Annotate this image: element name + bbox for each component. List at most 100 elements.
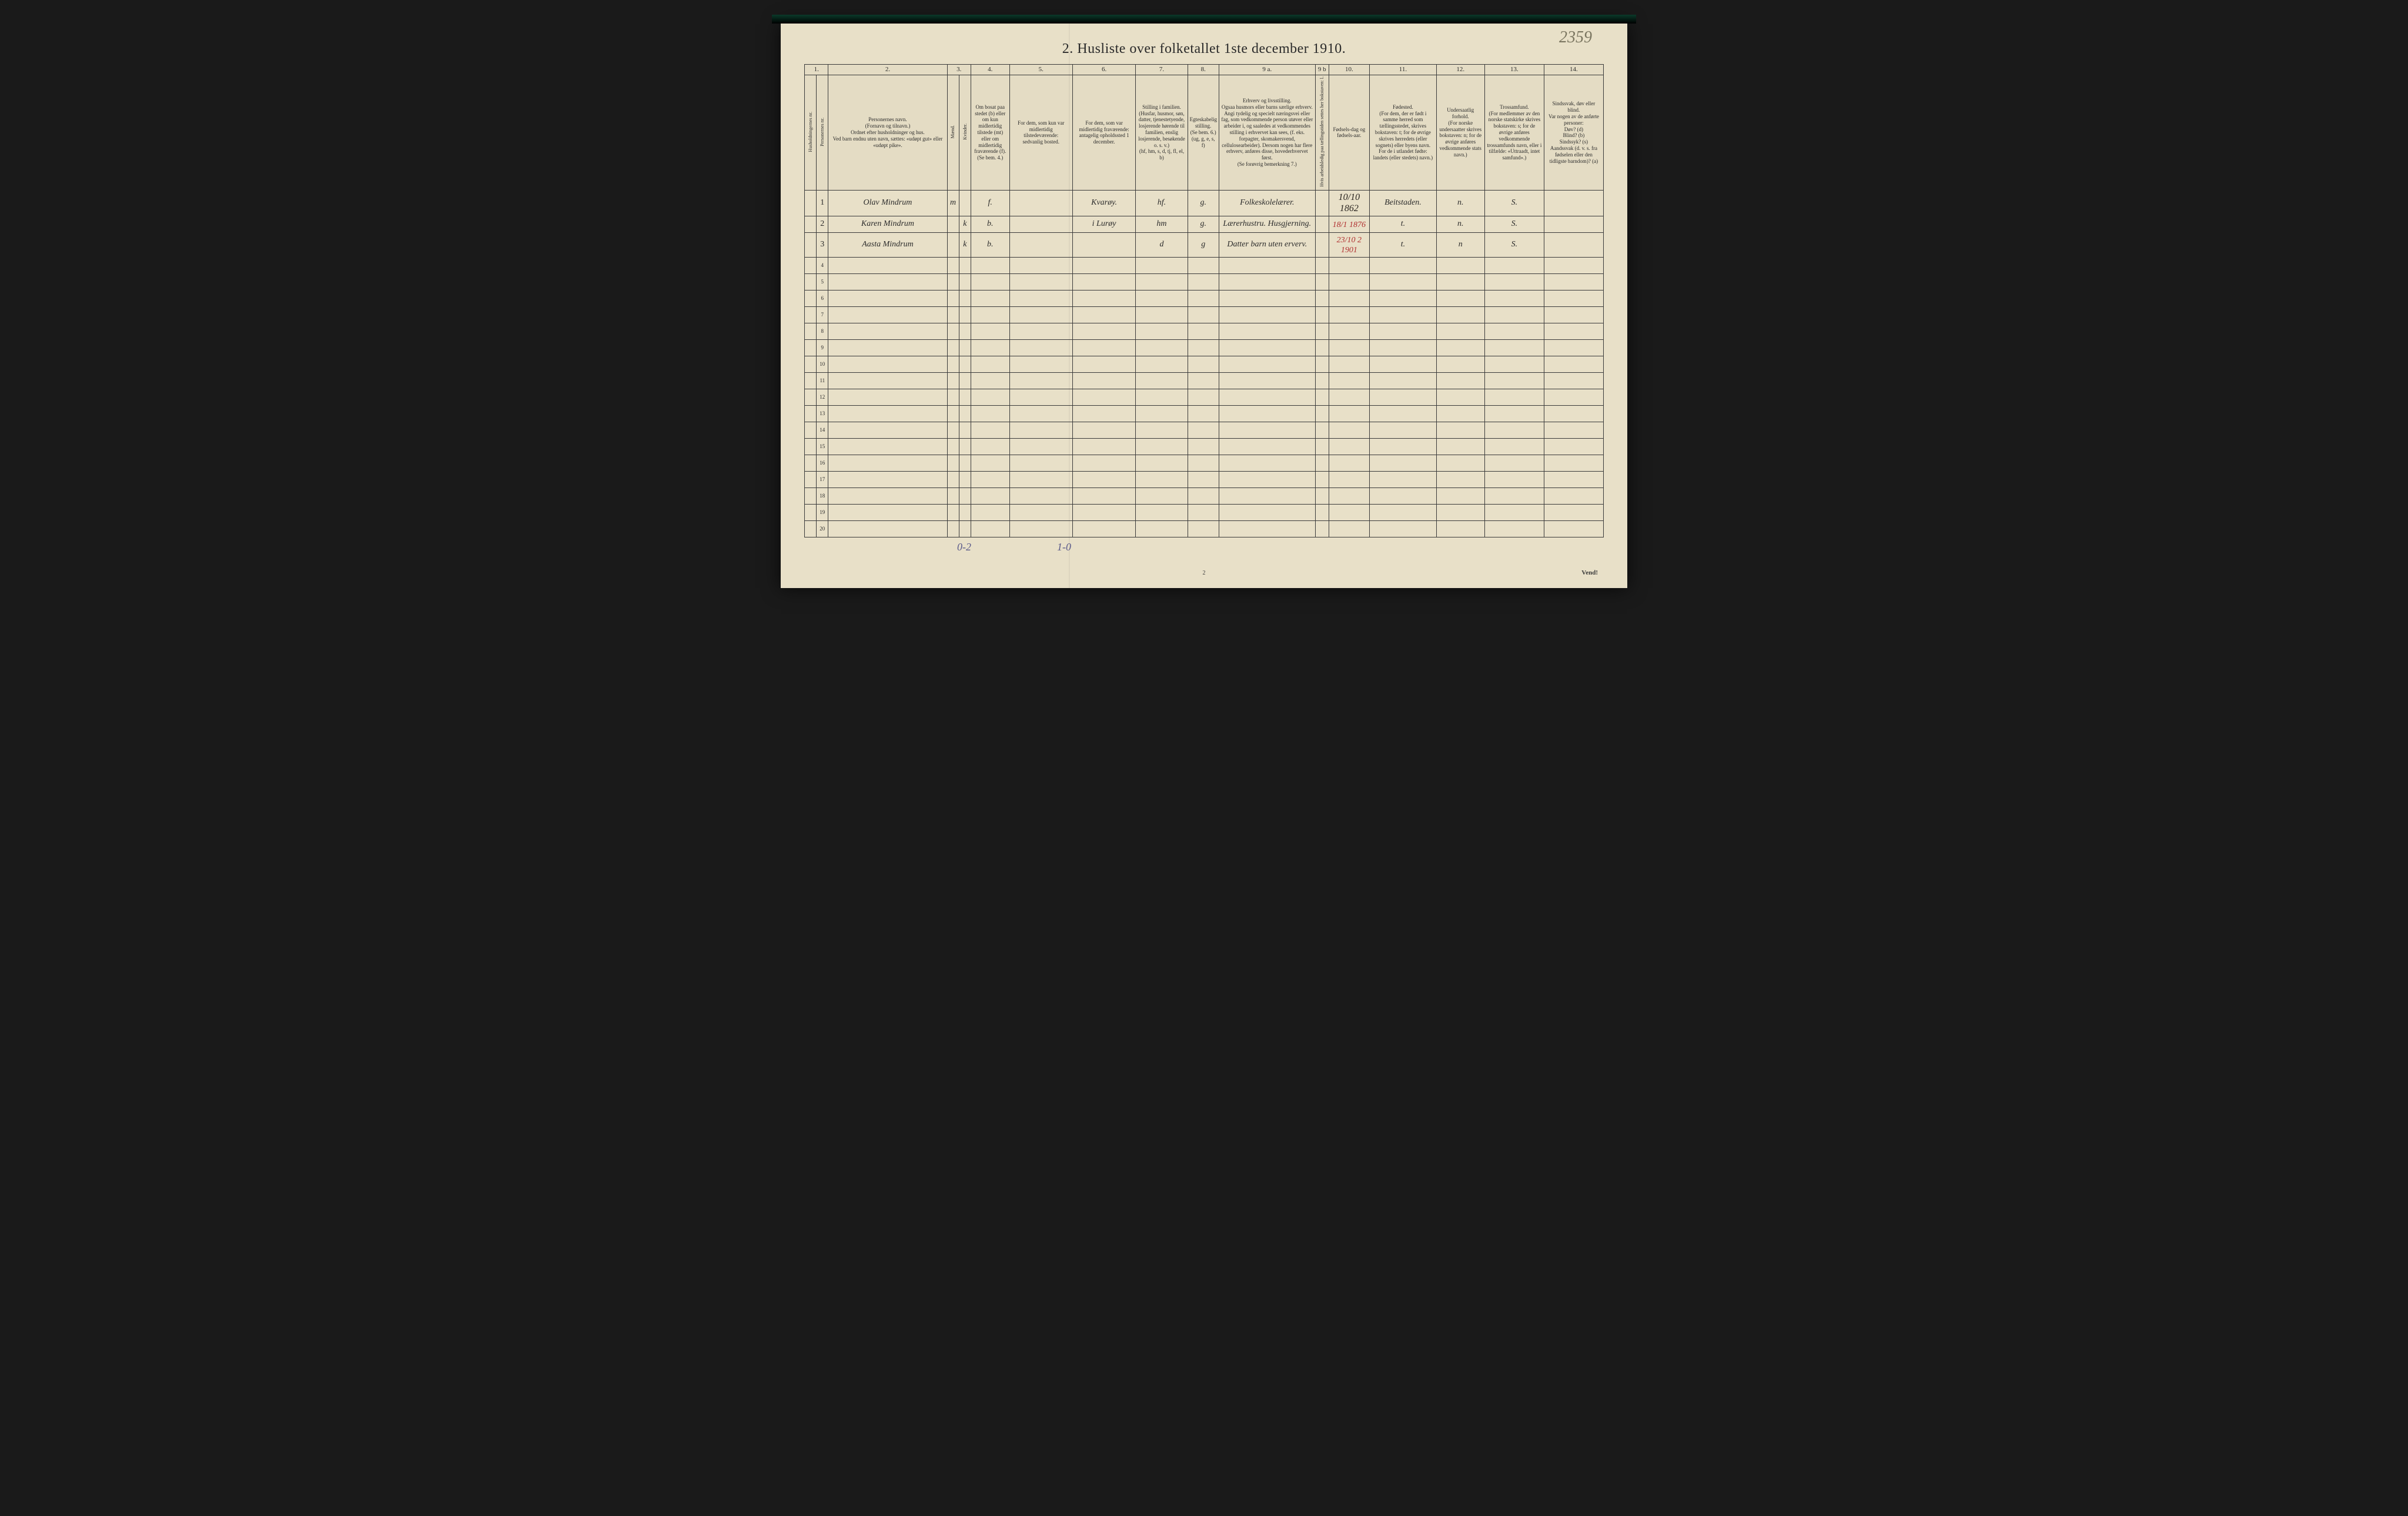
- empty-cell: [1370, 487, 1437, 504]
- empty-cell: [1370, 405, 1437, 422]
- empty-cell: [1315, 520, 1329, 537]
- empty-cell: [828, 257, 947, 273]
- person-nr-cell: 1: [817, 190, 828, 216]
- empty-cell: [971, 471, 1009, 487]
- empty-cell: [1009, 455, 1072, 471]
- household-nr-cell: [805, 190, 817, 216]
- empty-cell: [947, 356, 959, 372]
- empty-cell: [1544, 438, 1603, 455]
- empty-cell: [947, 389, 959, 405]
- empty-cell: [947, 455, 959, 471]
- empty-cell: [1484, 438, 1544, 455]
- table-row: 3 Aasta Mindrum k b. d g Datter barn ute…: [805, 233, 1604, 258]
- table-row: 8: [805, 323, 1604, 339]
- colnum-13: 13.: [1484, 65, 1544, 75]
- empty-cell: [828, 438, 947, 455]
- colnum-6: 6.: [1072, 65, 1135, 75]
- empty-cell: [828, 273, 947, 290]
- empty-cell: [1436, 273, 1484, 290]
- empty-cell: [947, 504, 959, 520]
- unemployed-cell: [1315, 233, 1329, 258]
- empty-cell: [1436, 471, 1484, 487]
- empty-cell: [1436, 520, 1484, 537]
- empty-cell: [1484, 405, 1544, 422]
- hdr-faith: Trossamfund. (For medlemmer av den norsk…: [1484, 75, 1544, 190]
- empty-cell: [1370, 520, 1437, 537]
- family-position-cell: d: [1136, 233, 1188, 258]
- empty-cell: [1072, 339, 1135, 356]
- empty-cell: [1329, 356, 1369, 372]
- empty-cell: [1484, 487, 1544, 504]
- empty-cell: [1072, 504, 1135, 520]
- empty-cell: [828, 405, 947, 422]
- empty-cell: [947, 290, 959, 306]
- column-number-row: 1. 2. 3. 4. 5. 6. 7. 8. 9 a. 9 b 10. 11.…: [805, 65, 1604, 75]
- household-nr-cell: [805, 520, 817, 537]
- empty-cell: [1009, 372, 1072, 389]
- person-nr-cell: 14: [817, 422, 828, 438]
- empty-cell: [1370, 339, 1437, 356]
- empty-cell: [1009, 438, 1072, 455]
- empty-cell: [971, 504, 1009, 520]
- unemployed-cell: [1315, 216, 1329, 233]
- empty-cell: [828, 487, 947, 504]
- empty-cell: [1219, 389, 1315, 405]
- empty-cell: [1009, 405, 1072, 422]
- empty-cell: [971, 438, 1009, 455]
- hdr-family-position: Stilling i familien. (Husfar, husmor, sø…: [1136, 75, 1188, 190]
- colnum-3: 3.: [947, 65, 971, 75]
- empty-cell: [1544, 356, 1603, 372]
- empty-cell: [1436, 372, 1484, 389]
- empty-cell: [1136, 520, 1188, 537]
- household-nr-cell: [805, 257, 817, 273]
- empty-cell: [1072, 422, 1135, 438]
- empty-cell: [1370, 471, 1437, 487]
- empty-cell: [1315, 372, 1329, 389]
- birthdate-cell: 18/1 1876: [1329, 216, 1369, 233]
- empty-cell: [947, 405, 959, 422]
- empty-cell: [1219, 273, 1315, 290]
- empty-cell: [1484, 520, 1544, 537]
- household-nr-cell: [805, 405, 817, 422]
- empty-cell: [1072, 306, 1135, 323]
- empty-cell: [947, 257, 959, 273]
- colnum-1: 1.: [805, 65, 828, 75]
- table-row: 5: [805, 273, 1604, 290]
- table-row: 7: [805, 306, 1604, 323]
- empty-cell: [1484, 339, 1544, 356]
- birthplace-cell: Beitstaden.: [1370, 190, 1437, 216]
- name-cell: Karen Mindrum: [828, 216, 947, 233]
- empty-cell: [1072, 520, 1135, 537]
- empty-cell: [1072, 290, 1135, 306]
- household-nr-cell: [805, 372, 817, 389]
- empty-cell: [1329, 372, 1369, 389]
- empty-cell: [1009, 520, 1072, 537]
- empty-cell: [1188, 504, 1219, 520]
- empty-cell: [1009, 290, 1072, 306]
- empty-cell: [959, 504, 971, 520]
- colnum-12: 12.: [1436, 65, 1484, 75]
- person-nr-cell: 5: [817, 273, 828, 290]
- empty-cell: [947, 471, 959, 487]
- household-nr-cell: [805, 290, 817, 306]
- hdr-occupation: Erhverv og livsstilling. Ogsaa husmors e…: [1219, 75, 1315, 190]
- colnum-14: 14.: [1544, 65, 1603, 75]
- birthplace-cell: t.: [1370, 216, 1437, 233]
- empty-cell: [1329, 471, 1369, 487]
- empty-cell: [1219, 487, 1315, 504]
- empty-cell: [1219, 438, 1315, 455]
- hdr-usual-residence: For dem, som kun var midlertidig tilsted…: [1009, 75, 1072, 190]
- table-row: 9: [805, 339, 1604, 356]
- empty-cell: [1370, 290, 1437, 306]
- empty-cell: [1188, 405, 1219, 422]
- empty-cell: [1136, 290, 1188, 306]
- person-nr-cell: 20: [817, 520, 828, 537]
- page-number-footer: 2: [1203, 570, 1206, 576]
- person-nr-cell: 9: [817, 339, 828, 356]
- person-nr-cell: 11: [817, 372, 828, 389]
- hdr-sex-m-text: Mænd.: [950, 125, 956, 138]
- empty-cell: [1329, 455, 1369, 471]
- empty-cell: [1370, 273, 1437, 290]
- empty-cell: [1544, 372, 1603, 389]
- table-row: 18: [805, 487, 1604, 504]
